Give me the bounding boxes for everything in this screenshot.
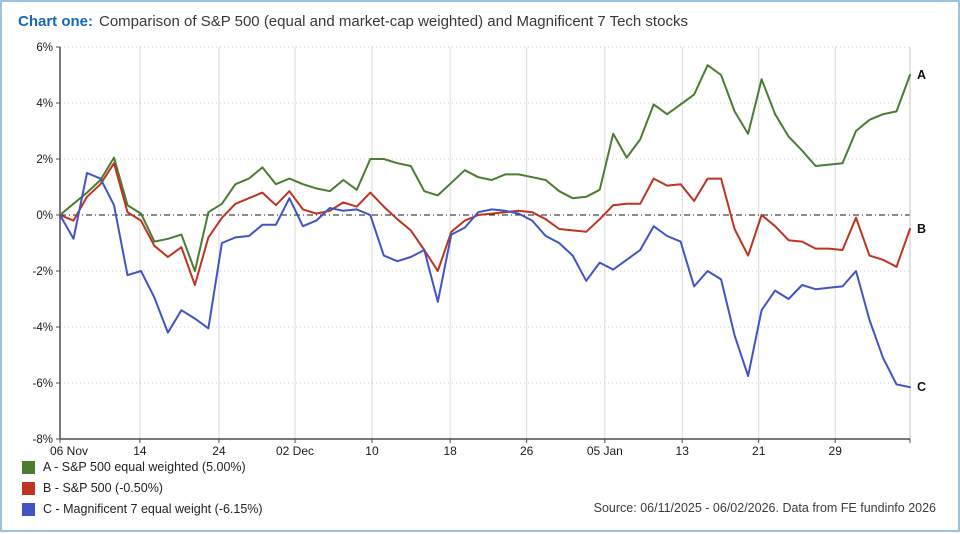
y-tick-label: -2% [33, 266, 53, 278]
x-tick-label: 26 [520, 444, 534, 458]
chart-legend: A - S&P 500 equal weighted (5.00%) B - S… [22, 460, 263, 523]
series-line-B [59, 162, 911, 286]
x-tick-label: 13 [676, 444, 690, 458]
y-tick-label: -8% [33, 434, 53, 446]
legend-item-c: C - Magnificent 7 equal weight (-6.15%) [22, 502, 263, 516]
y-tick-label: 6% [36, 42, 53, 54]
series-end-label-C: C [917, 380, 926, 394]
y-tick-label: 2% [36, 154, 53, 166]
source-note: Source: 06/11/2025 - 06/02/2026. Data fr… [593, 501, 936, 515]
x-tick-label: 18 [443, 444, 457, 458]
x-tick-label: 10 [365, 444, 379, 458]
legend-label: B - S&P 500 (-0.50%) [43, 481, 163, 495]
chart-title-text: Comparison of S&P 500 (equal and market-… [99, 13, 688, 30]
y-tick-label: -4% [33, 322, 53, 334]
x-tick-label: 21 [752, 444, 766, 458]
y-tick-label: -6% [33, 378, 53, 390]
series-line-C [59, 172, 911, 389]
x-tick-label: 14 [133, 444, 147, 458]
legend-label: A - S&P 500 equal weighted (5.00%) [43, 460, 246, 474]
chart-title-prefix: Chart one: [18, 13, 93, 30]
x-tick-label: 06 Nov [50, 444, 88, 458]
series-end-label-B: B [917, 222, 926, 236]
legend-swatch-blue [22, 502, 35, 516]
y-tick-label: 0% [36, 210, 53, 222]
x-tick-label: 05 Jan [587, 444, 623, 458]
legend-swatch-green [22, 460, 35, 474]
x-tick-label: 29 [829, 444, 843, 458]
chart-title: Chart one: Comparison of S&P 500 (equal a… [18, 12, 688, 32]
legend-label: C - Magnificent 7 equal weight (-6.15%) [43, 502, 263, 516]
series-end-label-A: A [917, 68, 926, 82]
x-tick-label: 02 Dec [276, 444, 314, 458]
series-line-A [59, 64, 911, 272]
y-tick-label: 4% [36, 98, 53, 110]
legend-item-a: A - S&P 500 equal weighted (5.00%) [22, 460, 263, 474]
legend-swatch-red [22, 481, 35, 495]
x-tick-label: 24 [212, 444, 226, 458]
legend-item-b: B - S&P 500 (-0.50%) [22, 481, 263, 495]
